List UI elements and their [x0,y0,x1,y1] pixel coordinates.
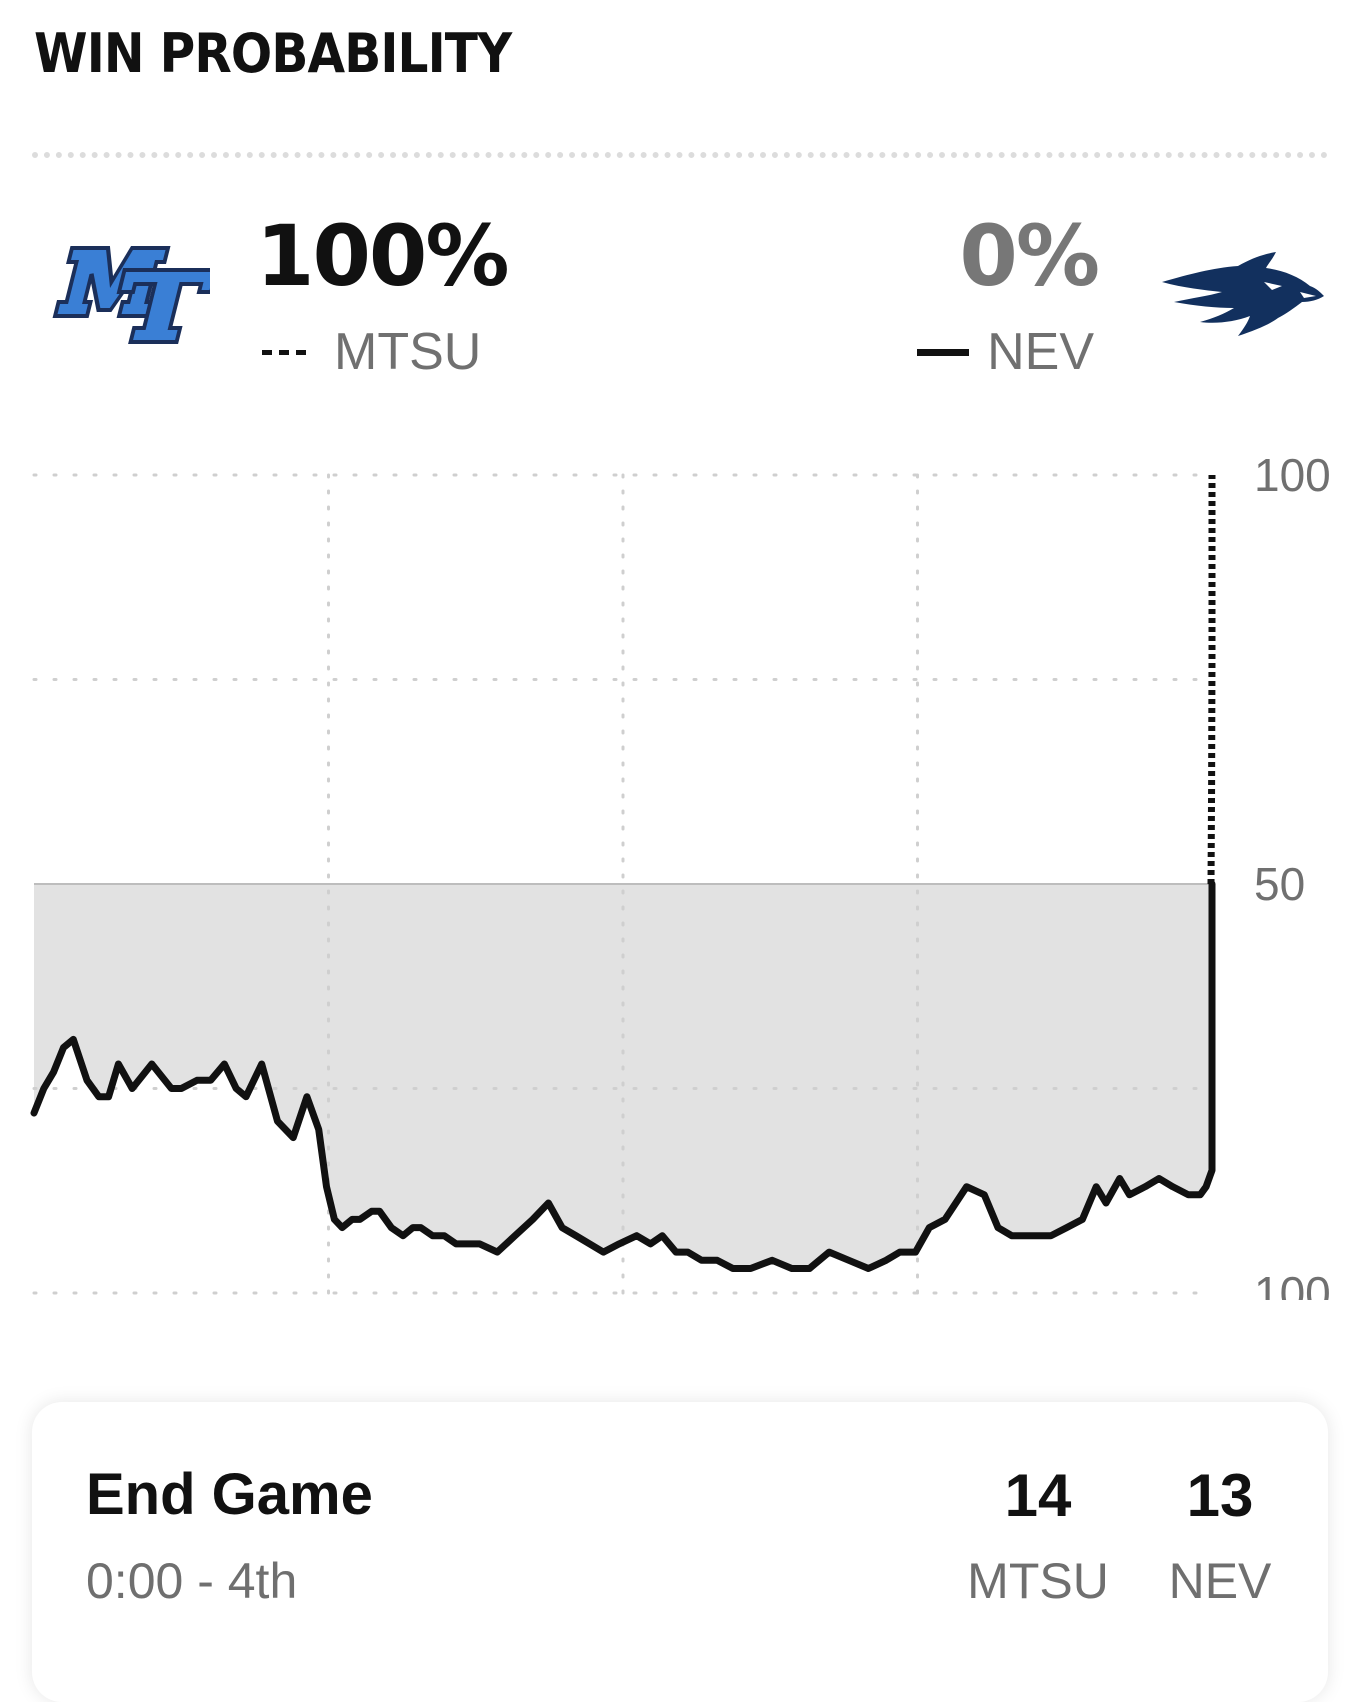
away-win-percent: 0% [959,207,1100,305]
wolf-pack-logo [1162,252,1324,336]
y-tick-label: 50 [1254,858,1305,910]
solid-line-swatch [917,348,970,356]
away-score-abbr: NEV [1168,1553,1272,1609]
mt-logo [52,246,210,344]
home-team-abbr: MTSU [334,323,482,381]
away-score: 13 [1186,1462,1254,1529]
nev-series-line [30,880,1216,1272]
home-legend: MTSU [262,326,481,378]
mtsu-series-line [1207,475,1216,885]
dashed-line-swatch [262,349,306,355]
score-card[interactable]: End Game 0:00 - 4th 14 13 MTSU NEV [32,1402,1328,1702]
away-team-abbr: NEV [987,323,1094,381]
y-tick-label: 100 [1254,449,1331,501]
game-status: End Game [86,1462,373,1527]
home-win-percent: 100% [256,207,510,305]
win-probability-chart: 1st2nd3rd4th10050100 [30,449,1331,1300]
home-score-abbr: MTSU [967,1553,1109,1609]
home-score: 14 [1004,1462,1072,1529]
y-tick-label: 100 [1254,1267,1331,1300]
section-divider [32,152,1328,158]
game-clock: 0:00 - 4th [86,1553,298,1609]
page-title: WIN PROBABILITY [34,22,512,85]
away-legend: NEV [917,326,1094,378]
probability-area [34,884,1212,1269]
